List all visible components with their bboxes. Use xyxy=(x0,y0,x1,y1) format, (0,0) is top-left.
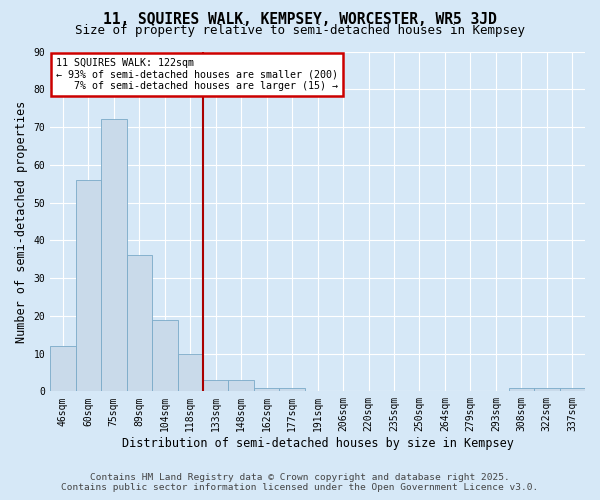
Bar xyxy=(509,388,534,392)
Bar xyxy=(203,380,229,392)
X-axis label: Distribution of semi-detached houses by size in Kempsey: Distribution of semi-detached houses by … xyxy=(122,437,514,450)
Text: 11, SQUIRES WALK, KEMPSEY, WORCESTER, WR5 3JD: 11, SQUIRES WALK, KEMPSEY, WORCESTER, WR… xyxy=(103,12,497,28)
Bar xyxy=(280,388,305,392)
Bar xyxy=(127,256,152,392)
Bar xyxy=(534,388,560,392)
Bar xyxy=(254,388,280,392)
Text: 11 SQUIRES WALK: 122sqm
← 93% of semi-detached houses are smaller (200)
   7% of: 11 SQUIRES WALK: 122sqm ← 93% of semi-de… xyxy=(56,58,338,92)
Bar xyxy=(178,354,203,392)
Text: Contains HM Land Registry data © Crown copyright and database right 2025.
Contai: Contains HM Land Registry data © Crown c… xyxy=(61,473,539,492)
Bar xyxy=(76,180,101,392)
Y-axis label: Number of semi-detached properties: Number of semi-detached properties xyxy=(15,100,28,342)
Bar xyxy=(152,320,178,392)
Bar xyxy=(560,388,585,392)
Bar xyxy=(50,346,76,392)
Bar xyxy=(229,380,254,392)
Text: Size of property relative to semi-detached houses in Kempsey: Size of property relative to semi-detach… xyxy=(75,24,525,37)
Bar xyxy=(101,120,127,392)
